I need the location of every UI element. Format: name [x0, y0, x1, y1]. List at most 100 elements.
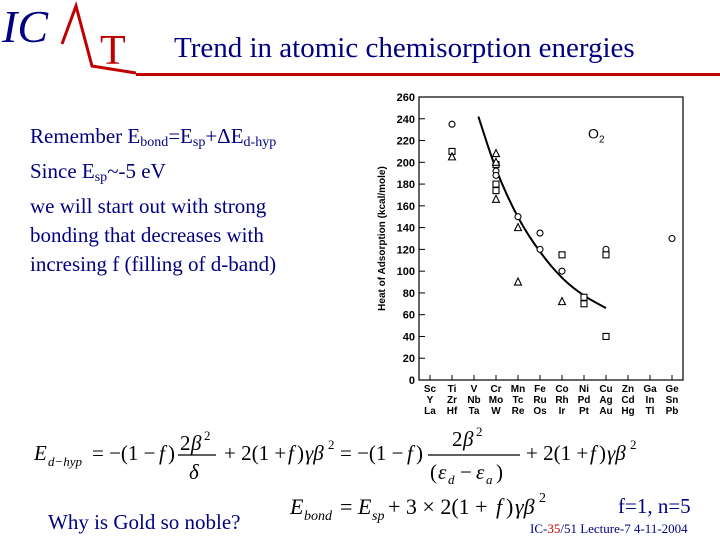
slide-footer: IC-35/51 Lecture-7 4-11-2004: [530, 521, 688, 537]
remember-line1-plus: +ΔE: [205, 124, 244, 148]
svg-text:): ): [297, 441, 304, 465]
footer-slide-number: 35: [547, 521, 561, 536]
x-tick-label: Os: [533, 406, 547, 416]
data-point-circle: [514, 213, 522, 221]
data-point-square: [492, 187, 500, 195]
svg-text:2: 2: [204, 428, 211, 443]
remember-text-block: Remember Ebond=Esp+ΔEd-hyp Since Esp~-5 …: [30, 122, 370, 279]
y-tick-label: 100: [397, 266, 415, 278]
page-title: Trend in atomic chemisorption energies: [174, 32, 635, 64]
svg-text:): ): [416, 441, 423, 465]
data-point-circle: [536, 245, 544, 253]
remember-line2-sub: sp: [94, 170, 108, 185]
svg-text:a: a: [486, 472, 493, 486]
y-tick-label: 160: [397, 201, 415, 213]
svg-text:+ 2(1 +: + 2(1 +: [526, 441, 588, 465]
x-tick-label: Au: [599, 406, 612, 416]
svg-text:β: β: [190, 431, 202, 455]
x-tick-label: Zr: [447, 395, 457, 406]
remember-line2-rest: ~-5 eV: [107, 159, 166, 183]
svg-text:f: f: [590, 441, 599, 465]
remember-line-5: incresing f (filling of d-band): [30, 252, 277, 276]
remember-line-1: Remember Ebond=Esp+ΔEd-hyp: [30, 122, 370, 157]
x-tick-label: Sn: [666, 395, 679, 406]
svg-text:): ): [496, 460, 503, 484]
x-tick-label: Pt: [579, 406, 590, 416]
remember-line1-sub-bond: bond: [140, 135, 169, 150]
y-tick-label: 140: [397, 223, 415, 235]
svg-text:E: E: [357, 494, 372, 519]
x-tick-label: Re: [512, 406, 525, 416]
x-tick-label: Tc: [513, 395, 524, 406]
x-tick-label: Mo: [489, 395, 503, 406]
remember-line1-sub-sp: sp: [192, 135, 206, 150]
y-tick-label: 80: [403, 288, 415, 300]
x-tick-label: V: [471, 384, 478, 395]
data-point-triangle: [491, 148, 501, 158]
remember-line1-sub-dhyp: d-hyp: [243, 135, 277, 150]
svg-text:= −(1 −: = −(1 −: [92, 441, 156, 465]
x-tick-label: Ni: [579, 384, 589, 395]
y-tick-label: 60: [403, 310, 415, 322]
y-tick-label: 200: [397, 157, 415, 169]
svg-text:−: −: [460, 460, 472, 484]
data-point-triangle: [513, 276, 523, 286]
svg-text:2: 2: [328, 437, 335, 452]
y-tick-label: 40: [403, 331, 415, 343]
svg-text:E: E: [33, 441, 47, 465]
svg-text:d: d: [448, 472, 455, 486]
svg-text:): ): [168, 441, 175, 465]
ebond-equation: E bond = E sp + 3 × 2(1 + f ) γβ 2: [289, 491, 546, 524]
data-point-square: [580, 293, 588, 301]
svg-text:sp: sp: [372, 509, 384, 524]
x-tick-label: Cr: [490, 384, 501, 395]
data-point-circle: [536, 229, 544, 237]
x-tick-label: Fe: [534, 384, 546, 395]
svg-text:f: f: [159, 441, 168, 465]
data-point-triangle: [557, 296, 567, 306]
x-tick-label: Pb: [666, 406, 679, 416]
data-point-circle: [448, 120, 456, 128]
x-tick-label: W: [491, 406, 501, 416]
data-point-square: [558, 251, 566, 259]
x-tick-label: Y: [427, 395, 434, 406]
svg-text:2: 2: [452, 427, 463, 451]
logo-t-text: T: [100, 28, 126, 74]
y-tick-label: 20: [403, 353, 415, 365]
data-point-circle: [492, 171, 500, 179]
svg-text:): ): [599, 441, 606, 465]
y-tick-label: 180: [397, 179, 415, 191]
svg-text:=: =: [340, 494, 352, 519]
svg-text:bond: bond: [304, 509, 333, 524]
x-tick-label: Zn: [622, 384, 634, 395]
o2-annotation: O: [588, 125, 599, 141]
remember-line-4: bonding that decreases with: [30, 223, 264, 247]
y-tick-label: 240: [397, 114, 415, 126]
x-tick-label: Ru: [533, 395, 546, 406]
data-point-square: [492, 180, 500, 188]
data-point-square: [602, 251, 610, 259]
svg-text:γβ: γβ: [305, 441, 324, 465]
data-point-triangle: [447, 151, 457, 161]
x-tick-label: Ir: [559, 406, 566, 416]
svg-text:f: f: [407, 441, 416, 465]
x-tick-label: Ta: [469, 406, 480, 416]
svg-text:+ 3 × 2(1 +: + 3 × 2(1 +: [388, 494, 488, 519]
logo-ic-text: IC: [2, 1, 48, 52]
logo-caret-shape: [60, 1, 136, 75]
x-tick-label: Nb: [467, 395, 480, 406]
svg-text:γβ: γβ: [607, 441, 626, 465]
footer-suffix: /51 Lecture-7 4-11-2004: [560, 521, 688, 536]
x-tick-label: Tl: [646, 406, 655, 416]
trend-curve: [477, 116, 607, 310]
svg-text:β: β: [462, 427, 474, 451]
x-tick-label: La: [424, 406, 436, 416]
data-point-triangle: [491, 157, 501, 166]
remember-line-2: Since Esp~-5 eV: [30, 157, 370, 192]
data-point-circle: [668, 234, 676, 243]
y-tick-label: 220: [397, 136, 415, 148]
ed-hyp-equation: E d−hyp = −(1 − f ) 2 β 2 δ + 2(1 + f ) …: [33, 424, 637, 486]
svg-text:δ: δ: [189, 460, 200, 484]
svg-text:2: 2: [630, 437, 637, 452]
plot-frame: [418, 96, 684, 381]
